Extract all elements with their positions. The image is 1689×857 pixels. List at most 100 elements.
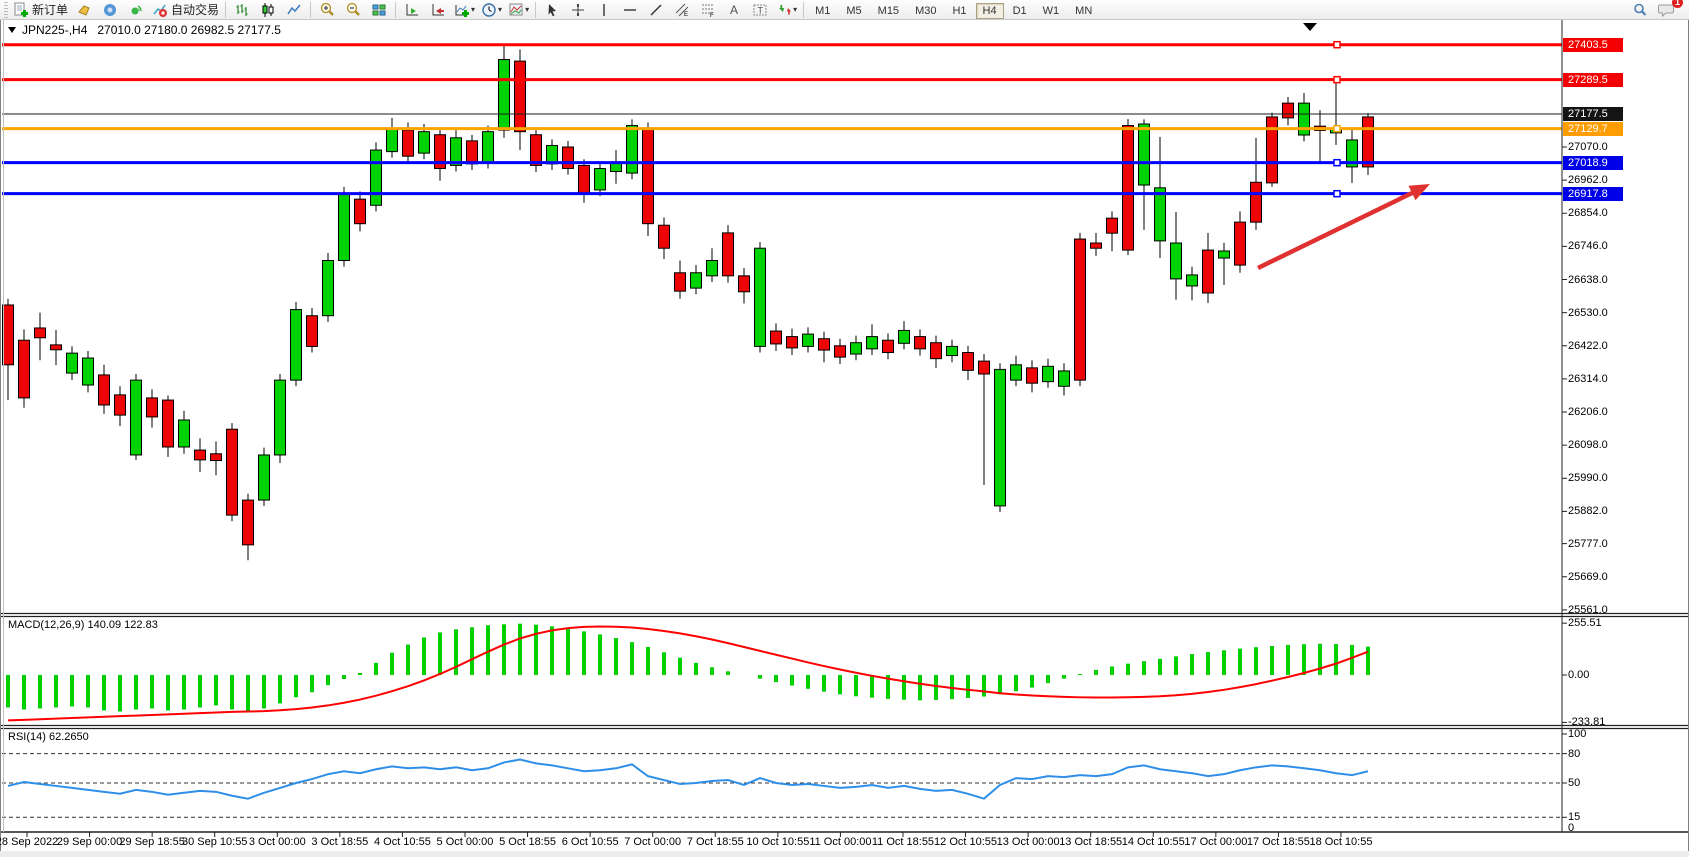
auto-trading-button[interactable]: 自动交易 [149,0,222,20]
time-axis-label: 11 Oct 00:00 [809,836,872,848]
chart-ohlc-values: 27010.0 27180.0 26982.5 27177.5 [97,23,281,37]
time-axis-label: 29 Sep 00:00 [56,836,123,848]
zoom-in-icon [320,2,334,16]
zoom-out-icon [346,2,360,16]
time-axis-label: 13 Oct 18:55 [1059,836,1123,848]
line-chart-mode-button[interactable] [281,0,307,20]
timeframe-H4[interactable]: H4 [975,2,1004,19]
channel-tool-button[interactable]: E [669,0,695,20]
toolbar-separator [225,1,227,18]
price-level-label: 26917.8 [1563,186,1623,201]
line-chart-icon [287,4,301,14]
clock-icon [482,2,496,17]
timeframe-W1[interactable]: W1 [1042,4,1060,17]
rsi-tick: 80 [1568,747,1581,760]
timeframe-MN[interactable]: MN [1075,4,1093,17]
equidistant-channel-icon: E [675,3,689,18]
toolbar-grip [4,1,8,18]
timeframe-D1[interactable]: D1 [1012,4,1027,17]
time-axis-label: 28 Sep 2022 [0,836,59,848]
time-axis-label: 7 Oct 18:55 [686,836,744,848]
search-button[interactable] [1627,0,1653,20]
timeframe-M15[interactable]: M15 [877,4,900,17]
rsi-tick: 0 [1568,822,1575,834]
svg-text:E: E [684,12,688,18]
community-icon [104,3,117,16]
time-axis-label: 13 Oct 00:00 [996,836,1060,848]
price-level-label: 27289.5 [1563,72,1623,87]
toolbar-separator [803,1,805,18]
metaeditor-button[interactable] [71,0,97,20]
price-level-label: 27129.7 [1563,121,1623,136]
auto-scroll-icon [406,3,419,15]
templates-dropdown-icon: ▾ [525,5,530,14]
auto-trading-label: 自动交易 [171,3,220,17]
text-label-tool-button[interactable]: T [747,0,773,20]
price-tick: 26206.0 [1568,406,1608,419]
toolbar-separator [535,1,537,18]
search-icon [1634,3,1647,16]
vertical-line-tool-button[interactable] [591,0,617,20]
tile-windows-icon [372,4,386,15]
macd-tick: 255.51 [1568,617,1602,630]
price-tick: 25882.0 [1568,505,1608,518]
auto-scroll-button[interactable] [399,0,425,20]
bar-chart-icon [236,3,248,16]
svg-text:A: A [730,3,738,17]
price-tick: 25990.0 [1568,472,1608,485]
price-tick: 26422.0 [1568,339,1608,352]
rsi-tick: 50 [1568,777,1581,789]
trendline-icon [650,4,662,15]
chart-symbol-timeframe: JPN225-,H4 [22,23,88,37]
new-order-button[interactable]: 新订单 [10,0,71,20]
periods-button[interactable]: ▾ [478,0,505,20]
arrow-objects-icon [779,4,792,14]
arrows-tool-button[interactable]: ▾ [773,0,800,20]
timeframe-M5[interactable]: M5 [846,4,862,17]
metaeditor-icon [78,4,90,16]
macd-tick: 0.00 [1568,669,1590,681]
timeframe-H1[interactable]: H1 [952,4,967,17]
price-tick: 26962.0 [1568,174,1608,187]
chart-shift-button[interactable] [425,0,451,20]
symbol-dropdown-icon[interactable] [8,27,16,33]
indicators-dropdown-icon: ▾ [471,5,476,14]
tile-windows-button[interactable] [366,0,392,20]
zoom-in-button[interactable] [314,0,340,20]
fibonacci-tool-button[interactable]: F [695,0,721,20]
bar-chart-mode-button[interactable] [229,0,255,20]
price-tick: 25777.0 [1568,537,1608,550]
fibonacci-icon: F [702,4,714,18]
arrows-dropdown-icon: ▾ [793,5,798,14]
cursor-tool-button[interactable] [539,0,565,20]
price-tick: 26746.0 [1568,240,1608,253]
templates-button[interactable]: ▾ [505,0,532,20]
horizontal-line-tool-button[interactable] [617,0,643,20]
window-bottom-edge [0,851,1689,857]
alerts-button[interactable] [123,0,149,20]
zoom-out-button[interactable] [340,0,366,20]
rsi-indicator-label: RSI(14) 62.2650 [8,731,89,743]
crosshair-tool-button[interactable] [565,0,591,20]
chart-canvas[interactable] [0,20,1689,857]
price-level-label: 27018.9 [1563,155,1623,170]
time-axis-label: 6 Oct 10:55 [561,836,619,848]
time-axis-label: 12 Oct 10:55 [934,836,998,848]
candlestick-mode-button[interactable] [255,0,281,20]
price-tick: 26638.0 [1568,273,1608,286]
text-label-icon: T [753,4,767,15]
community-button[interactable] [97,0,123,20]
time-axis-label: 17 Oct 00:00 [1184,836,1248,848]
timeframe-M1[interactable]: M1 [815,4,831,17]
trendline-tool-button[interactable] [643,0,669,20]
price-tick: 27070.0 [1568,141,1608,153]
indicators-button[interactable]: ▾ [451,0,478,20]
chart-window[interactable]: JPN225-,H4 27010.0 27180.0 26982.5 27177… [0,20,1689,857]
text-tool-button[interactable]: A [721,0,747,20]
time-axis-label: 29 Sep 18:55 [119,836,185,848]
auto-trading-icon [153,4,168,17]
text-icon: A [730,3,738,17]
timeframe-M30[interactable]: M30 [915,4,937,17]
svg-text:T: T [758,5,764,15]
chat-button[interactable]: 1 [1653,0,1683,20]
